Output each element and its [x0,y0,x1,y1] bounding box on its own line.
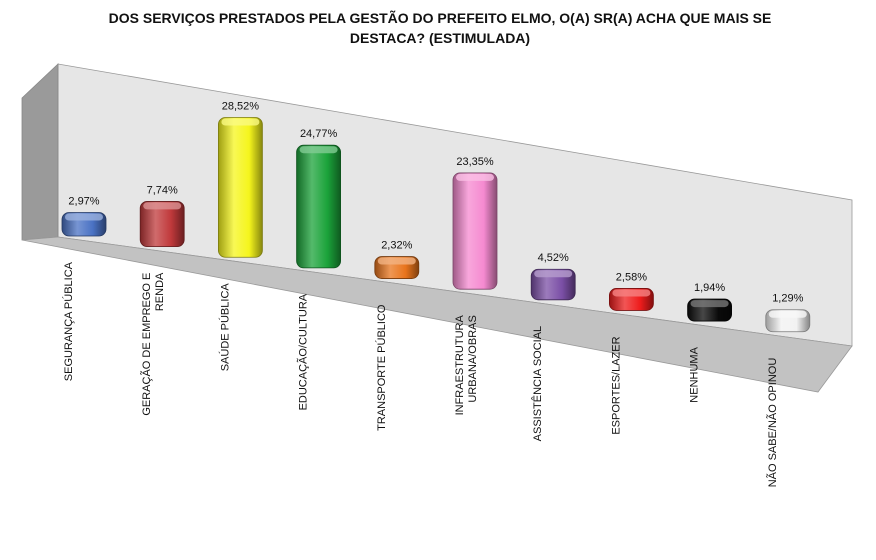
value-labels-group: 2,97% 7,74% 28,52% 24,77% 2,32% 23,35% 4,52% 2,… [68,101,803,305]
bar-2 [139,201,185,248]
value-label-2: 7,74% [147,184,178,196]
bars-group [61,117,811,333]
category-label-2: GERAÇÃO DE EMPREGO ERENDA [140,272,166,416]
bar-3-top [221,118,260,126]
category-label-5: TRANSPORTE PÚBLICO [375,304,388,431]
bar-3 [217,117,263,258]
category-label-6: INFRAESTRUTURAURBANA/OBRAS [454,315,479,416]
category-label-4: EDUCAÇÃO/CULTURA [297,293,310,410]
bar-1-top [65,213,103,221]
value-label-9: 1,94% [694,282,725,294]
chart-floor [21,236,853,393]
bar-10-top [768,310,807,318]
bar-7-top [534,270,573,278]
chart-title-line-1: DOS SERVIÇOS PRESTADOS PELA GESTÃO DO PR… [108,10,772,26]
value-label-5: 2,32% [381,240,412,252]
bar-8-top [612,289,651,297]
bar-6 [452,172,498,290]
value-label-1: 2,97% [68,195,99,207]
value-label-10: 1,29% [772,293,803,305]
bar-4 [296,144,342,269]
value-label-8: 2,58% [616,271,647,283]
category-label-10: NÃO SABE/NÃO OPINOU [766,358,779,488]
category-label-3: SAÚDE PÚBLICA [218,283,231,372]
category-labels-group: SEGURANÇA PÚBLICA GERAÇÃO DE EMPREGO EREN… [62,261,779,487]
value-label-7: 4,52% [538,252,569,264]
chart-side-wall [21,63,59,241]
value-label-3: 28,52% [222,101,260,113]
bar-6-top [456,173,494,181]
chart-title: DOS SERVIÇOS PRESTADOS PELA GESTÃO DO PR… [60,8,820,48]
category-label-8: ESPORTES/LAZER [610,336,622,434]
category-label-7: ASSISTÊNCIA SOCIAL [531,326,544,442]
bar-4-top [299,146,338,154]
value-label-4: 24,77% [300,128,338,140]
chart-title-line-2: DESTACA? (ESTIMULADA) [349,30,531,46]
bar-9-top [690,300,729,308]
value-label-6: 23,35% [456,156,494,168]
bar-5-top [377,257,416,265]
category-label-1: SEGURANÇA PÚBLICA [62,261,75,381]
bar-2-top [143,202,182,210]
category-label-9: NENHUMA [689,346,701,402]
